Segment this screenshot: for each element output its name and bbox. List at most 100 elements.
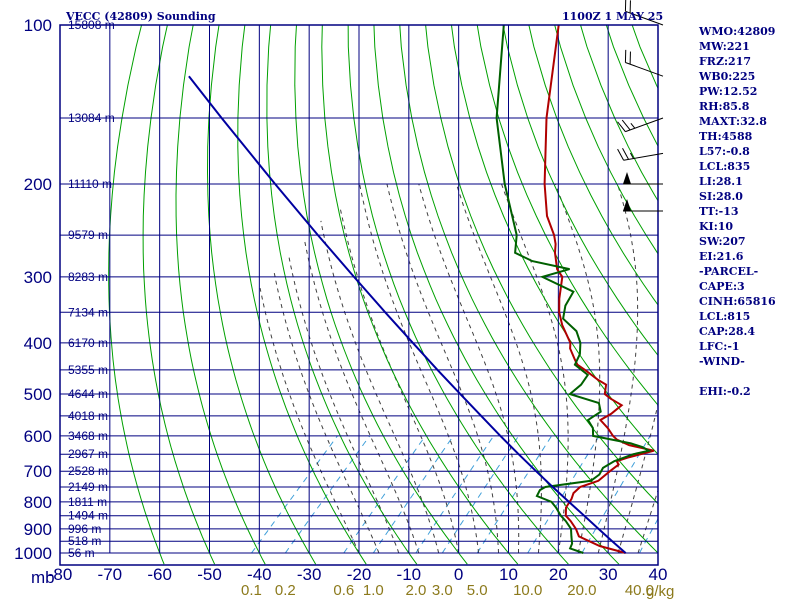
temperature-tick-label: -40 [247,565,272,584]
pressure-tick-label: 200 [24,175,52,194]
dry-adiabat-line [206,25,317,565]
mixing-ratio-label: 10.0 [513,582,542,599]
plot-frame [59,24,659,566]
mixing-ratio-label: 0.6 [333,582,354,599]
wind-barb-pennant [623,171,631,184]
mixing-ratio-line [415,435,495,554]
temperature-tick-label: -30 [297,565,322,584]
wind-barb-flag [629,51,631,65]
stability-indices-panel: WMO:42809 MW:221 FRZ:217 WB0:225 PW:12.52 RH:… [698,25,776,398]
moist-adiabat-line [386,183,499,553]
wind-barb-staff [625,117,664,133]
index-item: WMO:42809 [698,25,775,38]
pressure-tick-label: 700 [24,462,52,481]
mixing-ratio-label: 0.2 [275,582,296,599]
wind-barb-staff [625,62,664,77]
pressure-tick-label: 300 [24,268,52,287]
moist-adiabat-line [418,183,520,553]
temperature-tick-label: 40 [649,565,668,584]
dry-adiabat-line [774,1,800,564]
height-label: 4018 m [68,409,108,423]
mixing-ratio-line [251,435,338,554]
index-item: PW:12.52 [699,85,757,98]
index-item: LCL:815 [699,310,750,323]
temperature-tick-label: 0 [454,565,463,584]
temperature-tick-label: -10 [397,565,422,584]
dry-adiabat-line [142,25,216,565]
index-item: -PARCEL- [699,265,758,278]
plot-area [60,1,800,565]
moist-adiabat-line [320,220,440,554]
index-item: EI:21.6 [699,250,744,263]
mixing-ratio-line [284,435,371,554]
height-label: 1494 m [68,509,108,523]
dry-adiabat-line [321,25,519,565]
dry-adiabat-line [175,25,266,565]
height-label: 13084 m [68,111,115,125]
index-item: CAPE:3 [699,280,745,293]
height-label: 3468 m [68,429,108,443]
height-label: 518 m [68,534,101,548]
index-item: LI:28.1 [699,175,743,188]
pressure-tick-label: 400 [24,334,52,353]
pressure-unit-label: mb [31,568,55,587]
wind-barb [617,117,664,133]
index-item: -WIND- [699,355,745,368]
dewpoint-profile-line [495,25,652,554]
moist-adiabat-line [501,183,569,554]
index-item: RH:85.8 [699,100,750,113]
height-label: 2528 m [68,464,108,478]
height-label: 2967 m [68,447,108,461]
height-label: 7134 m [68,305,108,319]
wind-barb-staff [623,152,664,161]
height-label: 9579 m [68,228,108,242]
temperature-tick-label: -70 [98,565,123,584]
dry-adiabat-line [237,25,367,565]
mixing-ratio-line [372,435,454,554]
temperature-profile-line [543,25,655,554]
moist-adiabats [259,183,658,554]
index-item: SI:28.0 [699,190,743,203]
temperature-tick-label: 20 [549,565,568,584]
wind-barb-flag [624,49,627,63]
wind-barb [624,0,664,26]
mixing-ratio-unit-label: g/kg [646,583,674,600]
wind-barb-flag [621,119,631,131]
moist-adiabat-line [637,488,658,554]
height-label: 8283 m [68,270,108,284]
mixing-ratio-labels: 0.1 0.2 0.6 1.0 2.0 3.0 5.0 10.0 20.0 40.0 [241,582,654,599]
height-label: 996 m [68,522,101,536]
pressure-tick-label: 800 [24,493,52,512]
height-label: 11110 m [68,177,112,191]
height-label: 6170 m [68,336,108,350]
mixing-ratio-label: 20.0 [567,582,596,599]
wind-barb-flag [629,0,631,14]
index-item: CINH:65816 [699,295,776,308]
dry-adiabats [108,1,800,565]
index-item: CAP:28.4 [699,325,755,338]
height-label: 5355 m [68,363,108,377]
wind-barb-flag [622,148,629,160]
mixing-ratio-label: 5.0 [467,582,488,599]
wind-barb [624,49,664,77]
mixing-ratio-label: 0.1 [241,582,262,599]
wind-barb-half-flag [630,122,636,129]
height-label: 4644 m [68,387,108,401]
temperature-tick-label: 30 [599,565,618,584]
wind-barb-flag [617,148,625,161]
pressure-tick-label: 500 [24,385,52,404]
temperature-tick-label: -20 [347,565,372,584]
moist-adiabat-line [554,183,601,554]
pressure-tick-label: 900 [24,520,52,539]
wind-barb-flag [624,0,627,12]
moist-adiabat-line [303,239,420,554]
wind-barb-pennant [623,198,631,211]
temperature-tick-label: -60 [147,565,172,584]
index-item: TT:-13 [699,205,739,218]
height-labels: 15808 m 13084 m 11110 m 9579 m 8283 m 7134 m 6… [68,18,115,560]
dry-adiabat-line [373,25,620,565]
index-item: KI:10 [699,220,733,233]
observation-time: 1100Z 1 MAY 25 [562,10,663,23]
wind-barb [623,171,663,185]
